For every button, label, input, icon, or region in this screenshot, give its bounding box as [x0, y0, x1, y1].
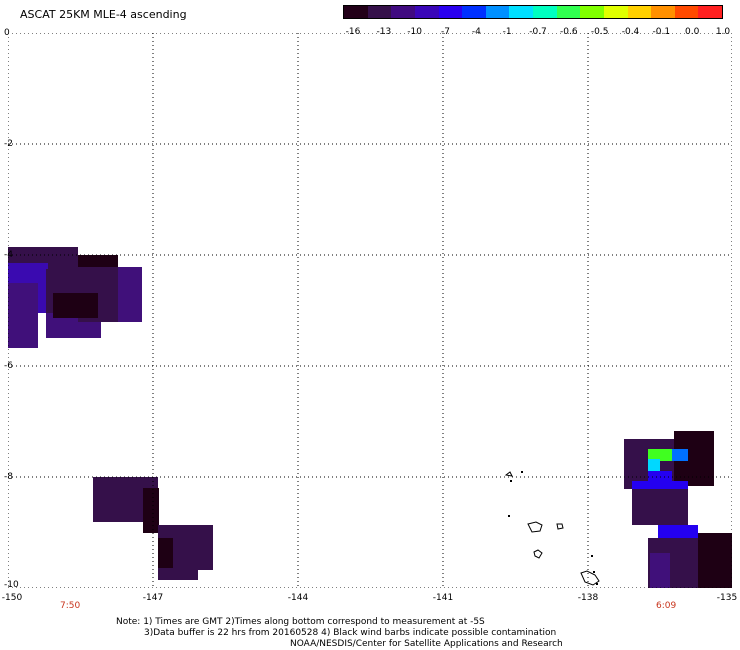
- data-block: [648, 449, 672, 461]
- colorbar-segment: [462, 6, 486, 18]
- map-plot-area: [8, 33, 732, 588]
- map-title: ASCAT 25KM MLE-4 ascending: [20, 8, 187, 21]
- island-outline: [504, 471, 513, 477]
- footnote-line-1: Note: 1) Times are GMT 2)Times along bot…: [116, 617, 485, 627]
- island-dot: [596, 583, 598, 585]
- colorbar-segment: [651, 6, 675, 18]
- colorbar-label: -1: [502, 27, 512, 37]
- data-block: [698, 533, 732, 588]
- data-block: [53, 293, 98, 318]
- colorbar-segment: [698, 6, 722, 18]
- y-tick-label: -10: [4, 580, 19, 590]
- colorbar-label: -13: [376, 27, 392, 37]
- colorbar-label: -0.6: [560, 27, 578, 37]
- island-outline: [533, 549, 543, 559]
- map-svg: [8, 33, 732, 588]
- island-outline: [580, 570, 600, 586]
- colorbar-segment: [414, 6, 439, 18]
- colorbar-segment: [580, 6, 604, 18]
- island-dot: [508, 515, 510, 517]
- colorbar-segment: [509, 6, 533, 18]
- data-block: [672, 449, 688, 461]
- island-outline: [556, 523, 564, 530]
- colorbar-segment: [344, 6, 368, 18]
- x-tick-label: -150: [1, 593, 23, 603]
- island-outline: [527, 521, 543, 533]
- colorbar-label: 0.0: [684, 27, 700, 37]
- y-tick-label: -4: [4, 250, 13, 260]
- colorbar-segment: [556, 6, 581, 18]
- x-tick-label: -135: [716, 593, 738, 603]
- swath-time-label: 6:09: [656, 601, 677, 611]
- island-dot: [593, 571, 595, 573]
- colorbar-segment: [438, 6, 463, 18]
- x-tick-label: -141: [432, 593, 454, 603]
- footnote-credit: NOAA/NESDIS/Center for Satellite Applica…: [290, 639, 563, 649]
- colorbar-label: -7: [441, 27, 450, 37]
- y-tick-label: -2: [4, 139, 13, 149]
- x-tick-label: -147: [142, 593, 164, 603]
- colorbar-segment: [603, 6, 628, 18]
- colorbar-label: -0.7: [529, 27, 547, 37]
- data-block: [8, 283, 38, 348]
- colorbar-segment: [674, 6, 699, 18]
- y-tick-label: -6: [4, 361, 13, 371]
- data-block: [648, 459, 660, 471]
- colorbar-segment: [485, 6, 510, 18]
- data-block: [118, 267, 142, 322]
- x-tick-label: -138: [577, 593, 599, 603]
- colorbar-label: -0.1: [652, 27, 671, 37]
- colorbar-label: -16: [345, 27, 361, 37]
- colorbar-label: 1.0: [715, 27, 731, 37]
- colorbar-label: -0.5: [590, 27, 609, 37]
- x-tick-label: -144: [287, 593, 309, 603]
- y-tick-label: -8: [4, 472, 13, 482]
- colorbar-segment: [627, 6, 652, 18]
- swath-time-label: 7:50: [60, 601, 81, 611]
- y-tick-label: 0: [4, 28, 10, 38]
- colorbar-label: -0.4: [621, 27, 640, 37]
- island-dot: [591, 555, 593, 557]
- colorbar-segment: [533, 6, 557, 18]
- footnote-line-2: 3)Data buffer is 22 hrs from 20160528 4)…: [144, 628, 557, 638]
- colorbar-label: -10: [407, 27, 423, 37]
- colorbar-segment: [391, 6, 415, 18]
- data-block: [158, 568, 198, 580]
- colorbar-segment: [367, 6, 392, 18]
- colorbar: [343, 5, 723, 19]
- island-dot: [510, 480, 512, 482]
- colorbar-label: -4: [471, 27, 481, 37]
- data-block: [632, 489, 688, 525]
- data-block: [143, 488, 159, 533]
- data-block: [158, 538, 173, 568]
- data-block: [650, 553, 670, 588]
- island-dot: [521, 471, 523, 473]
